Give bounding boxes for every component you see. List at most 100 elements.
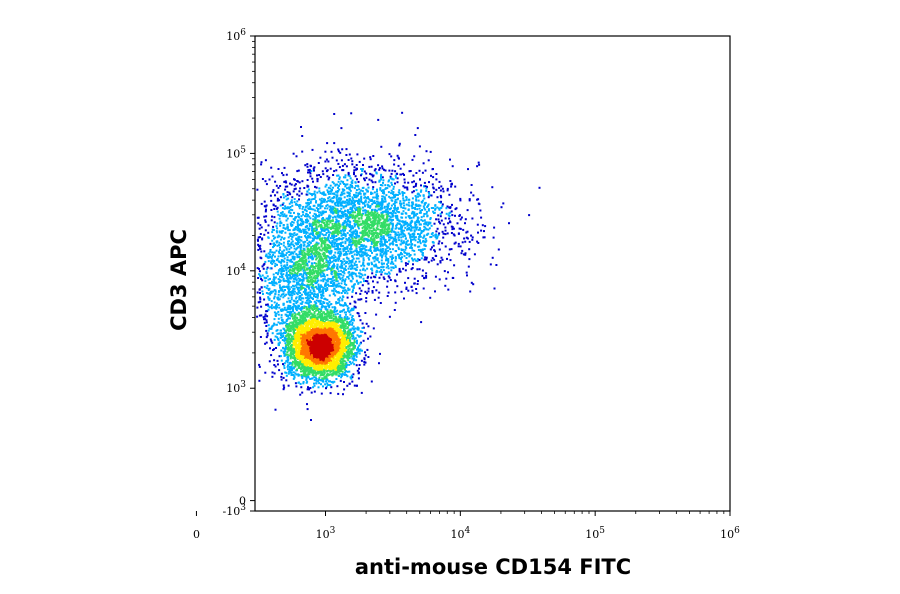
event-dot bbox=[331, 243, 333, 246]
event-dot bbox=[350, 319, 353, 321]
event-dot bbox=[433, 258, 436, 261]
event-dot bbox=[359, 269, 362, 272]
event-dot bbox=[348, 153, 351, 156]
event-dot bbox=[289, 182, 291, 185]
event-dot bbox=[422, 230, 425, 233]
event-dot bbox=[285, 274, 288, 277]
event-dot bbox=[336, 214, 339, 217]
event-dot bbox=[361, 233, 364, 236]
event-dot bbox=[329, 369, 332, 372]
event-dot bbox=[289, 357, 292, 360]
event-dot bbox=[352, 373, 355, 376]
event-dot bbox=[313, 308, 316, 310]
event-dot bbox=[271, 175, 274, 178]
event-dot bbox=[268, 327, 271, 330]
event-dot bbox=[355, 247, 358, 250]
event-dot bbox=[389, 216, 392, 219]
event-dot bbox=[353, 173, 355, 176]
event-dot bbox=[288, 248, 291, 251]
event-dot bbox=[267, 289, 270, 291]
event-dot bbox=[395, 209, 398, 212]
event-dot bbox=[363, 196, 366, 199]
event-dot bbox=[344, 265, 347, 268]
event-dot bbox=[332, 216, 334, 219]
event-dot bbox=[283, 329, 286, 332]
event-dot bbox=[341, 228, 344, 231]
event-dot bbox=[292, 234, 295, 237]
event-dot bbox=[442, 236, 445, 239]
event-dot bbox=[293, 315, 296, 317]
event-dot bbox=[267, 305, 270, 307]
event-dot bbox=[286, 300, 289, 303]
event-dot bbox=[411, 197, 414, 200]
event-dot bbox=[394, 204, 396, 207]
event-dot bbox=[329, 187, 332, 190]
event-dot bbox=[328, 263, 331, 266]
event-dot bbox=[417, 248, 420, 251]
event-dot bbox=[324, 383, 327, 386]
event-dot bbox=[415, 196, 418, 199]
event-dot bbox=[352, 334, 355, 337]
event-dot bbox=[337, 282, 340, 285]
event-dot bbox=[342, 342, 345, 345]
event-dot bbox=[282, 241, 285, 244]
event-dot bbox=[335, 169, 338, 172]
event-dot bbox=[331, 266, 333, 269]
event-dot bbox=[375, 258, 378, 261]
event-dot bbox=[367, 256, 370, 259]
event-dot bbox=[298, 256, 301, 258]
event-dot bbox=[360, 236, 363, 239]
event-dot bbox=[387, 246, 390, 249]
event-dot bbox=[277, 317, 280, 320]
event-dot bbox=[303, 268, 306, 271]
event-dot bbox=[283, 308, 286, 311]
event-dot bbox=[387, 291, 390, 294]
event-dot bbox=[382, 221, 385, 224]
event-dot bbox=[332, 208, 334, 210]
event-dot bbox=[439, 260, 442, 263]
event-dot bbox=[425, 189, 428, 192]
event-dot bbox=[275, 312, 278, 315]
event-dot bbox=[383, 196, 386, 199]
event-dot bbox=[306, 204, 309, 207]
event-dot bbox=[358, 246, 361, 249]
event-dot bbox=[360, 216, 363, 219]
event-dot bbox=[274, 244, 277, 246]
event-dot bbox=[346, 209, 349, 212]
event-dot bbox=[446, 189, 449, 192]
event-dot bbox=[335, 235, 338, 237]
event-dot bbox=[398, 269, 401, 272]
event-dot bbox=[450, 232, 453, 234]
event-dot bbox=[346, 317, 349, 320]
event-dot bbox=[434, 275, 437, 278]
event-dot bbox=[302, 363, 305, 366]
event-dot bbox=[383, 210, 386, 213]
event-dot bbox=[314, 227, 317, 230]
event-dot bbox=[287, 364, 289, 367]
event-dot bbox=[346, 352, 349, 355]
event-dot bbox=[418, 227, 421, 230]
event-dot bbox=[273, 311, 276, 314]
event-dot bbox=[364, 280, 367, 282]
event-dot bbox=[284, 267, 287, 270]
event-dot bbox=[353, 166, 356, 169]
event-dot bbox=[290, 199, 293, 202]
event-dot bbox=[387, 210, 389, 213]
event-dot bbox=[277, 260, 280, 263]
event-dot bbox=[277, 278, 280, 281]
event-dot bbox=[320, 303, 323, 305]
event-dot bbox=[340, 316, 343, 319]
event-dot bbox=[273, 245, 275, 248]
event-dot bbox=[346, 183, 349, 186]
event-dot bbox=[319, 207, 322, 210]
event-dot bbox=[293, 257, 296, 260]
event-dot bbox=[375, 313, 378, 316]
event-dot bbox=[325, 387, 327, 390]
event-dot bbox=[334, 256, 337, 258]
event-dot bbox=[336, 183, 339, 186]
event-dot bbox=[350, 274, 353, 277]
event-dot bbox=[334, 294, 337, 297]
event-dot bbox=[330, 211, 333, 214]
event-dot bbox=[314, 371, 317, 374]
